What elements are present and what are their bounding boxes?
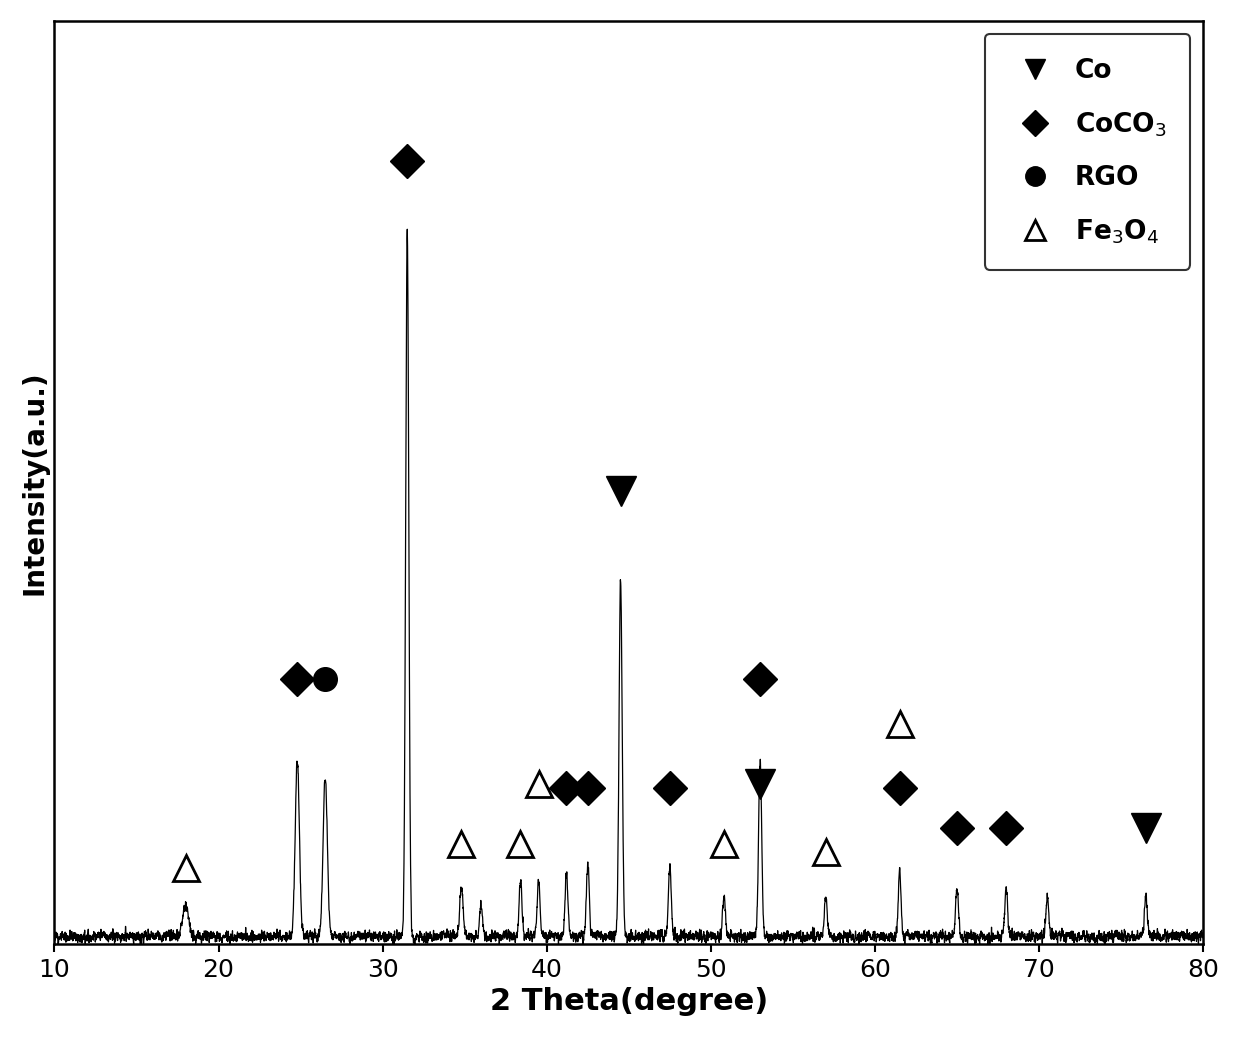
Y-axis label: Intensity(a.u.): Intensity(a.u.) [21, 370, 48, 595]
Legend: Co, CoCO$_3$, RGO, Fe$_3$O$_4$: Co, CoCO$_3$, RGO, Fe$_3$O$_4$ [985, 34, 1190, 270]
X-axis label: 2 Theta(degree): 2 Theta(degree) [490, 987, 768, 1016]
